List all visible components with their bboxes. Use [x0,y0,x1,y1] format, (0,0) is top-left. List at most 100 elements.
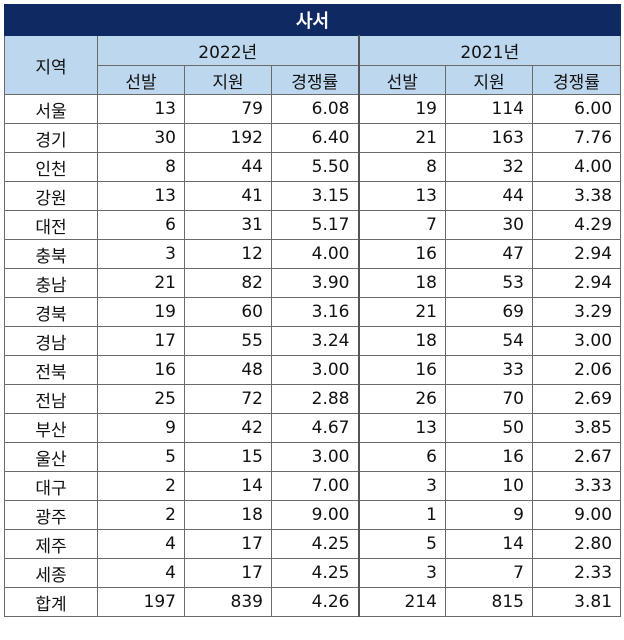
selected-2021-cell: 21 [357,123,446,153]
applied-2022-cell: 42 [184,413,272,443]
ratio-2022-cell: 4.00 [271,239,359,269]
applied-2022-cell: 14 [184,471,272,501]
applied-2021-cell: 69 [445,297,533,327]
applied-2022-cell: 79 [184,94,272,124]
table-row: 경북 19 60 3.16 21 69 3.29 [4,297,622,327]
region-cell: 합계 [4,587,98,617]
ratio-2021-cell: 2.94 [531,239,622,269]
region-cell: 서울 [4,94,98,124]
region-cell: 대전 [4,210,98,240]
ratio-2021-cell: 2.06 [531,355,622,385]
table-title: 사서 [3,4,622,36]
ratio-2022-cell: 3.15 [271,181,359,211]
selected-2022-cell: 3 [97,239,185,269]
region-cell: 울산 [4,442,98,472]
ratio-2022-cell: 4.67 [271,413,359,443]
applied-2022-cell: 44 [184,152,272,182]
selected-2022-cell: 30 [97,123,185,153]
applied-2021-cell: 815 [445,587,533,617]
selected-2022-cell: 2 [97,500,185,530]
applied-2022-cell: 72 [184,384,272,414]
selected-2022-cell: 13 [97,181,185,211]
table-row: 강원 13 41 3.15 13 44 3.38 [4,181,622,211]
col-ratio-2022: 경쟁률 [271,65,359,95]
ratio-2021-cell: 3.29 [531,297,622,327]
applied-2021-cell: 33 [445,355,533,385]
ratio-2021-cell: 2.67 [531,442,622,472]
ratio-2021-cell: 9.00 [531,500,622,530]
ratio-2022-cell: 3.24 [271,326,359,356]
table-row: 합계 197 839 4.26 214 815 3.81 [4,587,622,617]
table-row: 충남 21 82 3.90 18 53 2.94 [4,268,622,298]
table-row: 울산 5 15 3.00 6 16 2.67 [4,442,622,472]
ratio-2022-cell: 4.25 [271,558,359,588]
region-cell: 광주 [4,500,98,530]
table-row: 대구 2 14 7.00 3 10 3.33 [4,471,622,501]
region-cell: 전북 [4,355,98,385]
selected-2022-cell: 21 [97,268,185,298]
ratio-2022-cell: 3.16 [271,297,359,327]
selected-2021-cell: 16 [357,355,446,385]
applied-2022-cell: 18 [184,500,272,530]
region-cell: 인천 [4,152,98,182]
selected-2022-cell: 19 [97,297,185,327]
selected-2022-cell: 9 [97,413,185,443]
table-row: 서울 13 79 6.08 19 114 6.00 [4,94,622,124]
ratio-2021-cell: 4.29 [531,210,622,240]
ratio-2022-cell: 2.88 [271,384,359,414]
applied-2022-cell: 55 [184,326,272,356]
applied-2021-cell: 14 [445,529,533,559]
selected-2021-cell: 18 [357,268,446,298]
ratio-2022-cell: 5.17 [271,210,359,240]
selected-2022-cell: 25 [97,384,185,414]
applied-2021-cell: 10 [445,471,533,501]
recruitment-table: 사서 지역 2022년 2021년 선발 지원 경쟁률 선발 지원 경쟁률 서울… [3,4,622,617]
col-applied-2022: 지원 [184,65,272,95]
selected-2022-cell: 8 [97,152,185,182]
applied-2022-cell: 192 [184,123,272,153]
selected-2022-cell: 16 [97,355,185,385]
ratio-2022-cell: 6.40 [271,123,359,153]
ratio-2022-cell: 3.00 [271,355,359,385]
region-cell: 강원 [4,181,98,211]
selected-2021-cell: 18 [357,326,446,356]
selected-2021-cell: 13 [357,181,446,211]
selected-2022-cell: 4 [97,529,185,559]
selected-2021-cell: 1 [357,500,446,530]
region-cell: 충남 [4,268,98,298]
selected-2022-cell: 2 [97,471,185,501]
applied-2022-cell: 48 [184,355,272,385]
ratio-2022-cell: 7.00 [271,471,359,501]
year-2022-header: 2022년 [97,35,359,66]
region-cell: 경남 [4,326,98,356]
selected-2022-cell: 6 [97,210,185,240]
table-row: 세종 4 17 4.25 3 7 2.33 [4,558,622,588]
region-cell: 대구 [4,471,98,501]
selected-2021-cell: 19 [357,94,446,124]
selected-2021-cell: 13 [357,413,446,443]
region-cell: 제주 [4,529,98,559]
applied-2022-cell: 31 [184,210,272,240]
applied-2022-cell: 60 [184,297,272,327]
region-cell: 경기 [4,123,98,153]
applied-2021-cell: 53 [445,268,533,298]
ratio-2021-cell: 2.94 [531,268,622,298]
table-row: 충북 3 12 4.00 16 47 2.94 [4,239,622,269]
table-row: 제주 4 17 4.25 5 14 2.80 [4,529,622,559]
ratio-2021-cell: 2.80 [531,529,622,559]
table-row: 대전 6 31 5.17 7 30 4.29 [4,210,622,240]
selected-2022-cell: 13 [97,94,185,124]
applied-2022-cell: 17 [184,529,272,559]
selected-2021-cell: 7 [357,210,446,240]
table-row: 광주 2 18 9.00 1 9 9.00 [4,500,622,530]
applied-2021-cell: 7 [445,558,533,588]
selected-2022-cell: 17 [97,326,185,356]
ratio-2021-cell: 3.33 [531,471,622,501]
table-row: 경남 17 55 3.24 18 54 3.00 [4,326,622,356]
applied-2021-cell: 47 [445,239,533,269]
applied-2021-cell: 30 [445,210,533,240]
applied-2021-cell: 44 [445,181,533,211]
table-row: 부산 9 42 4.67 13 50 3.85 [4,413,622,443]
selected-2021-cell: 16 [357,239,446,269]
selected-2021-cell: 3 [357,471,446,501]
